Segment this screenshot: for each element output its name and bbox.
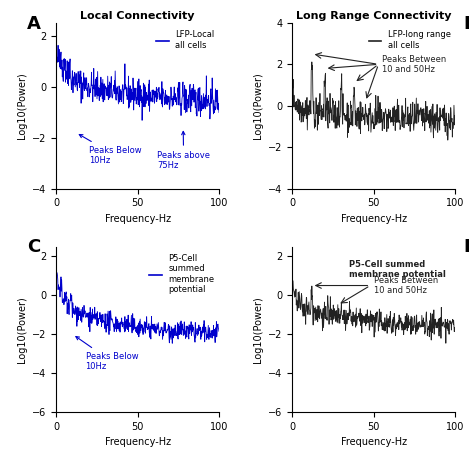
Text: C: C bbox=[27, 238, 40, 256]
Text: Peaks Between
10 and 50Hz: Peaks Between 10 and 50Hz bbox=[382, 55, 446, 74]
Y-axis label: Log10(Power): Log10(Power) bbox=[253, 296, 263, 363]
Text: B: B bbox=[463, 15, 469, 33]
Title: Local Connectivity: Local Connectivity bbox=[80, 11, 195, 21]
Text: Peaks Below
10Hz: Peaks Below 10Hz bbox=[76, 337, 138, 371]
X-axis label: Frequency-Hz: Frequency-Hz bbox=[340, 437, 407, 447]
Y-axis label: Log10(Power): Log10(Power) bbox=[253, 72, 263, 139]
Y-axis label: Log10(Power): Log10(Power) bbox=[16, 296, 27, 363]
X-axis label: Frequency-Hz: Frequency-Hz bbox=[105, 214, 171, 224]
Text: Peaks Below
10Hz: Peaks Below 10Hz bbox=[79, 135, 142, 165]
Legend: LFP-Local
all cells: LFP-Local all cells bbox=[153, 27, 218, 53]
Text: A: A bbox=[27, 15, 41, 33]
Title: Long Range Connectivity: Long Range Connectivity bbox=[296, 11, 451, 21]
Text: Peaks Between
10 and 50Hz: Peaks Between 10 and 50Hz bbox=[374, 276, 438, 295]
X-axis label: Frequency-Hz: Frequency-Hz bbox=[105, 437, 171, 447]
Text: D: D bbox=[463, 238, 469, 256]
Y-axis label: Log10(Power): Log10(Power) bbox=[16, 72, 27, 139]
Text: P5-Cell summed
membrane potential: P5-Cell summed membrane potential bbox=[349, 260, 446, 279]
Legend: LFP-long range
all cells: LFP-long range all cells bbox=[365, 27, 454, 53]
X-axis label: Frequency-Hz: Frequency-Hz bbox=[340, 214, 407, 224]
Text: Peaks above
75Hz: Peaks above 75Hz bbox=[157, 131, 210, 170]
Legend: P5-Cell
summed
membrane
potential: P5-Cell summed membrane potential bbox=[146, 251, 218, 298]
